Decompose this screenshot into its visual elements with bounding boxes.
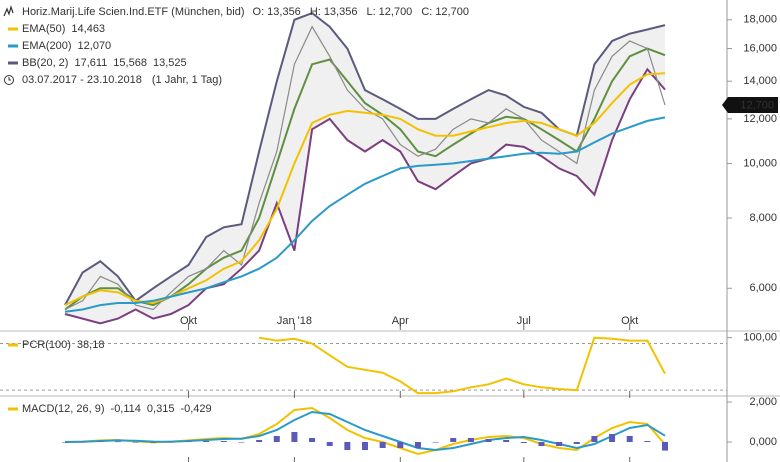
histogram-bar [220, 441, 227, 442]
histogram-bar [397, 442, 404, 448]
histogram-bar [450, 438, 457, 442]
histogram-bar [291, 432, 298, 442]
legend-text: 15,568 [113, 57, 147, 69]
legend-text: 03.07.2017 - 23.10.2018 [22, 74, 142, 86]
y-tick-label: 2,000 [749, 396, 777, 408]
y-tick-label: 18,000 [743, 14, 777, 26]
chart-title: Horiz.Marij.Life Scien.Ind.ETF (München,… [22, 6, 245, 18]
last-price-marker [728, 97, 778, 114]
histogram-bar [326, 442, 333, 446]
x-tick-label: Apr [392, 315, 409, 327]
legend-text: 12,700 [435, 6, 469, 18]
clock-hands [8, 77, 11, 81]
histogram-bar [79, 441, 86, 443]
histogram-bar [556, 442, 563, 446]
histogram-bar [538, 442, 545, 446]
legend-text: 13,356 [267, 6, 301, 18]
series-line [64, 410, 666, 452]
legend-text: PCR(100) [22, 339, 71, 351]
histogram-bar [256, 440, 263, 442]
series-line [258, 336, 666, 395]
histogram-bar [520, 442, 527, 443]
histogram-bar [626, 436, 633, 442]
last-price-pointer [722, 97, 728, 114]
histogram-bar [238, 442, 245, 443]
legend-text: EMA(50) [22, 23, 65, 35]
clock-icon [4, 75, 14, 85]
legend-text: -0,429 [180, 403, 211, 415]
legend-text: C: [421, 6, 432, 18]
legend-text: 12,070 [78, 40, 112, 52]
y-tick-label: 8,000 [749, 212, 777, 224]
histogram-bar [467, 438, 474, 442]
band-line [64, 67, 666, 325]
y-tick-label: 12,000 [743, 113, 777, 125]
y-tick-label: 14,000 [743, 75, 777, 87]
legend-text: H: [310, 6, 321, 18]
histogram-bar [62, 442, 68, 443]
y-tick-label: 6,000 [749, 282, 777, 294]
legend-text: L: [366, 6, 375, 18]
histogram-bar [591, 436, 598, 442]
histogram-bar [379, 442, 386, 448]
band-fill [65, 13, 665, 324]
legend-text: EMA(200) [22, 40, 72, 52]
legend-text: 17,611 [74, 57, 107, 69]
legend-text: (1 Jahr, 1 Tag) [152, 74, 222, 86]
legend-text: 13,356 [324, 6, 358, 18]
chart-icon [3, 4, 14, 17]
histogram-bar [132, 442, 139, 443]
histogram-bar [344, 442, 351, 450]
legend-text: -0,114 [111, 403, 141, 415]
y-tick-label: 10,000 [743, 157, 777, 169]
histogram-bar [414, 442, 421, 448]
histogram-bar [609, 434, 616, 442]
x-tick-label: Jul [517, 315, 531, 327]
histogram-bar [185, 441, 192, 442]
histogram-bar [309, 438, 316, 442]
histogram-bar [644, 441, 651, 442]
legend-text: BB(20, 2) [22, 57, 68, 69]
histogram-bar [167, 441, 174, 443]
series-line [64, 116, 666, 313]
histogram-bar [573, 442, 580, 444]
y-tick-label: 16,000 [743, 42, 777, 54]
histogram-bar [150, 442, 157, 443]
histogram-bar [485, 439, 492, 442]
histogram-bar [114, 441, 121, 443]
legend-text: MACD(12, 26, 9) [22, 403, 105, 415]
legend-text: O: [253, 6, 265, 18]
histogram-bar [273, 436, 280, 442]
legend-text: 14,463 [71, 23, 105, 35]
x-tick-label: Jan '18 [277, 315, 312, 327]
y-tick-label: 0,000 [749, 436, 777, 448]
histogram-bar [662, 442, 668, 451]
legend-text: 38,18 [77, 339, 105, 351]
histogram-bar [503, 440, 510, 442]
legend-text: 12,700 [379, 6, 413, 18]
y-tick-label: 100,00 [743, 332, 777, 344]
last-price-label: 12,700 [740, 99, 774, 111]
x-tick-label: Okt [180, 315, 197, 327]
legend-text: 0,315 [147, 403, 175, 415]
x-tick-label: Okt [621, 315, 638, 327]
histogram-bar [362, 442, 368, 450]
legend-text: 13,525 [153, 57, 187, 69]
histogram-bar [432, 442, 439, 443]
histogram-bar [97, 441, 104, 442]
histogram-bar [203, 441, 210, 442]
